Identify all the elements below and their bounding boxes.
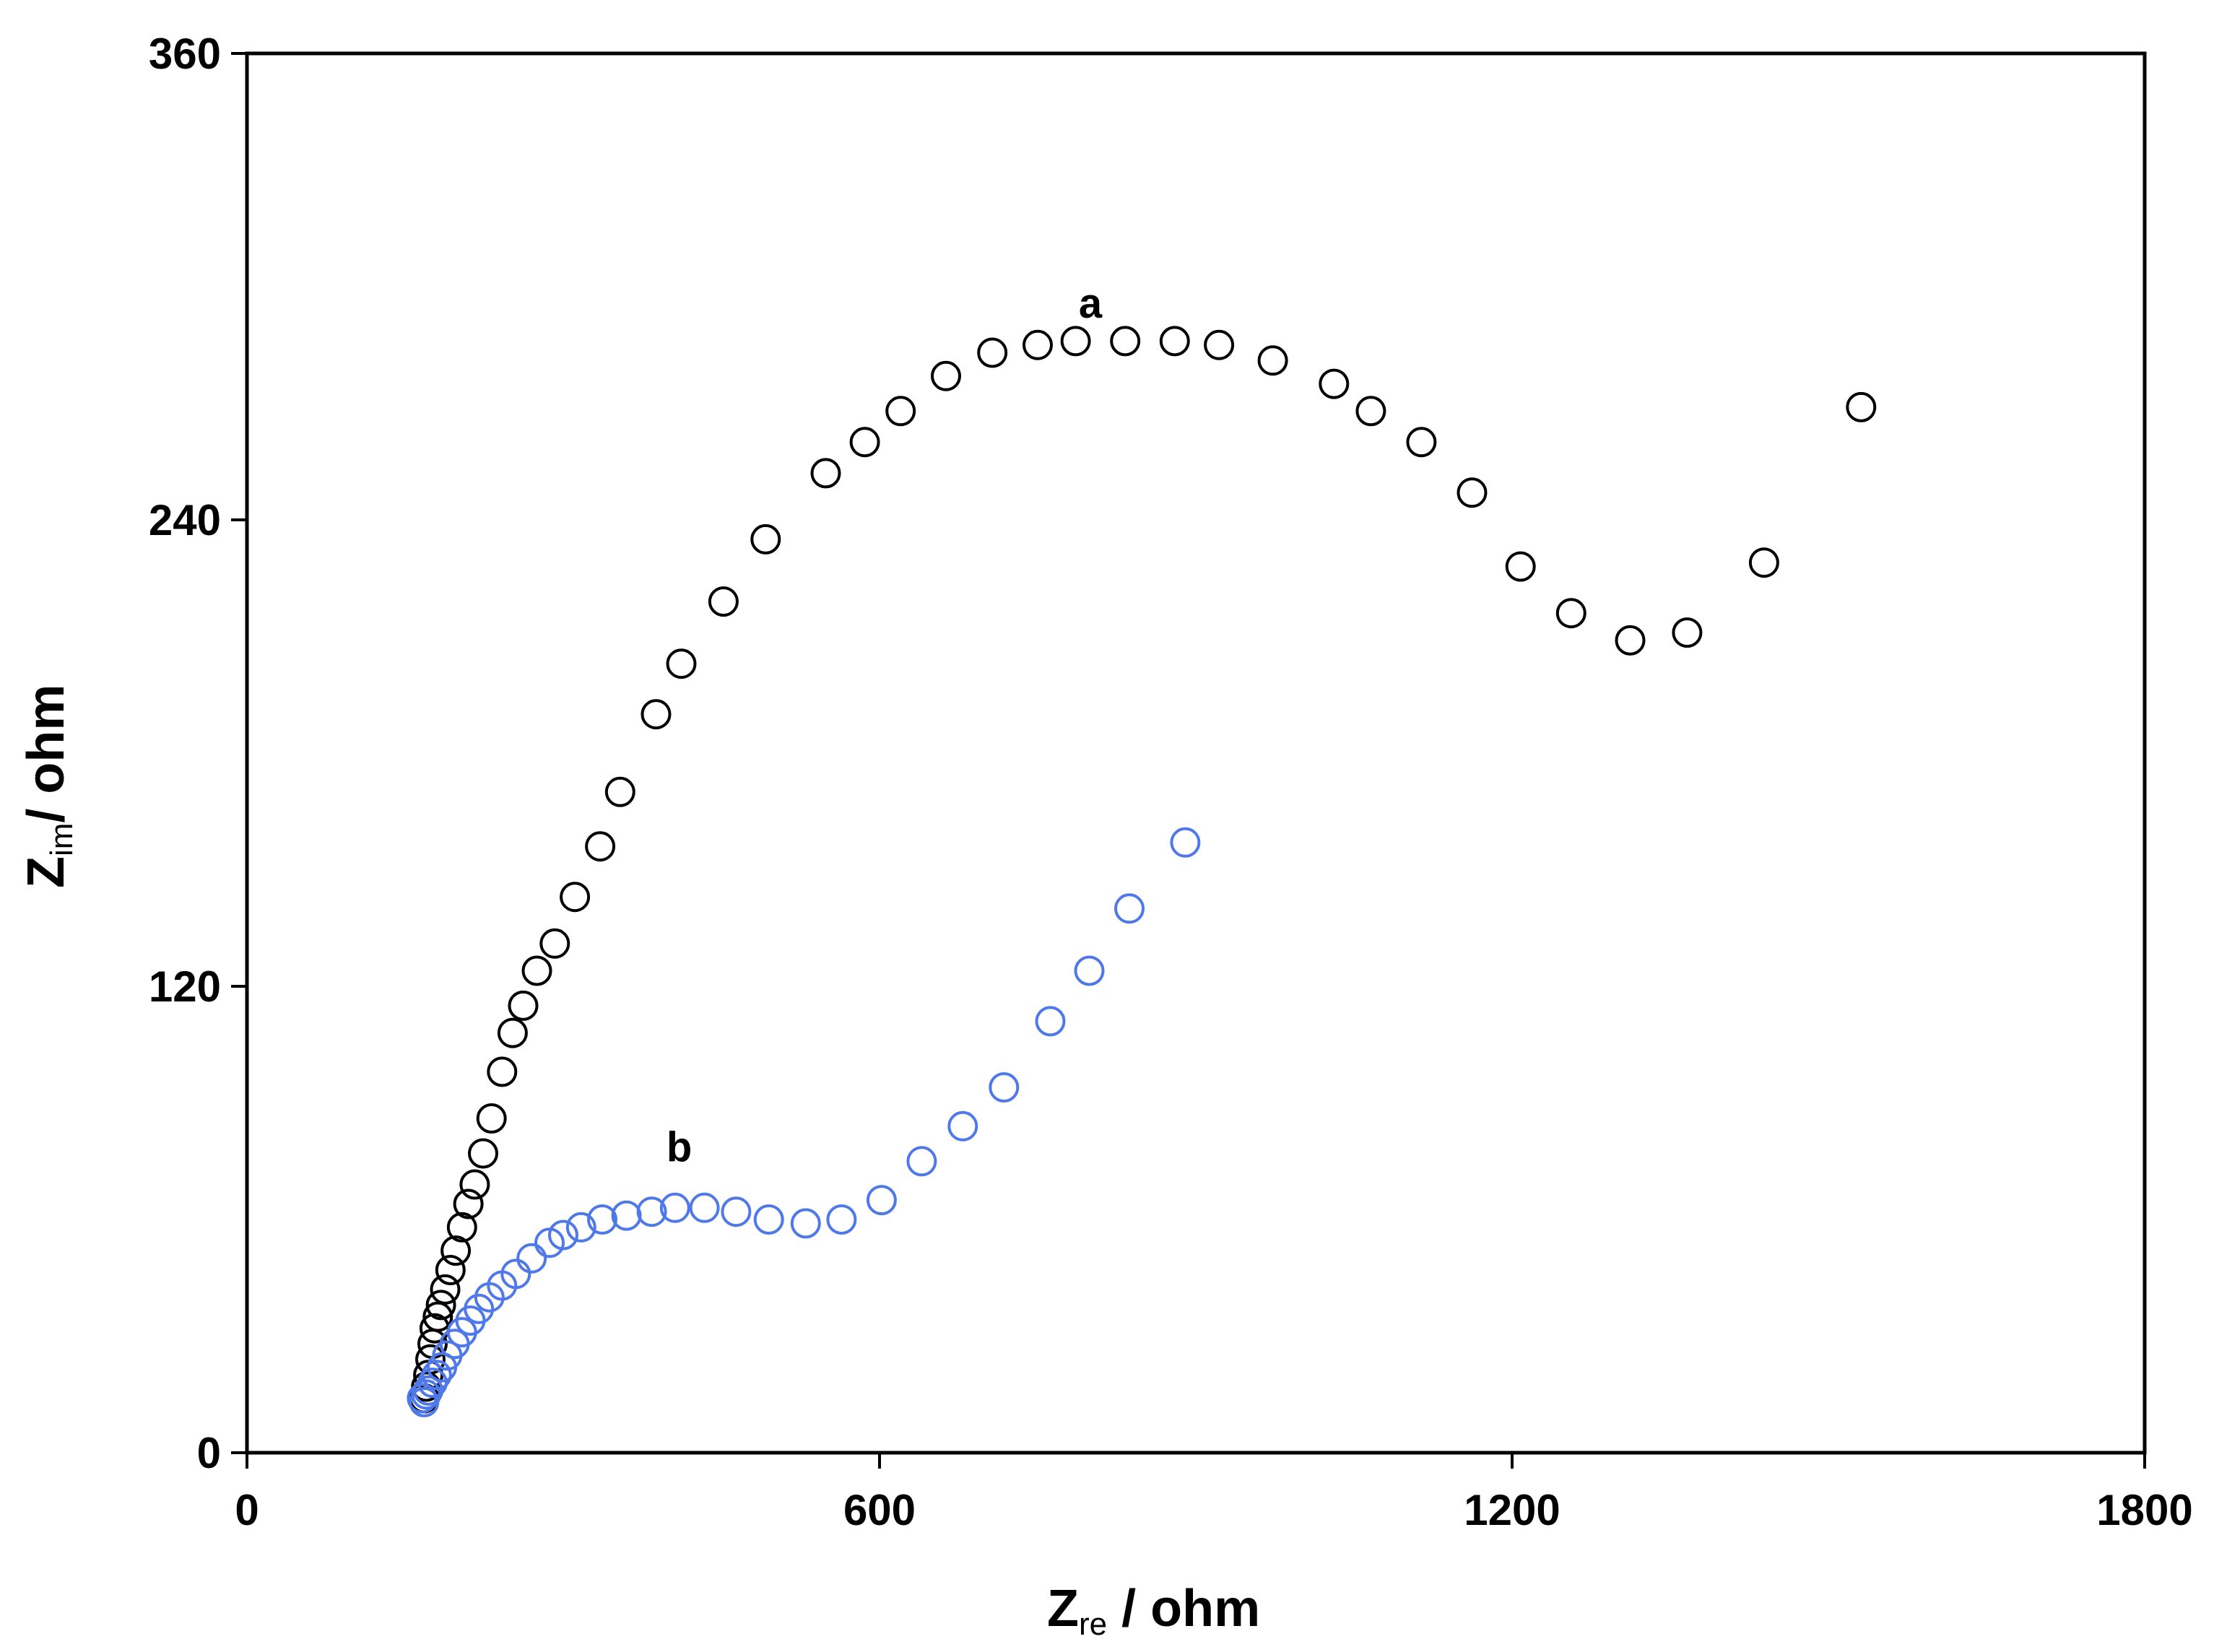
series-a-point — [641, 699, 672, 730]
y-axis-title-main: Z — [17, 856, 75, 888]
series-a-point — [977, 337, 1008, 368]
series-a-point — [435, 1255, 466, 1285]
y-axis-title-sub: im — [44, 823, 79, 856]
series-b-point — [1035, 1006, 1066, 1037]
series-a-point — [1110, 326, 1141, 357]
series-b-point — [611, 1200, 642, 1231]
series-b-point — [413, 1375, 444, 1406]
series-b-point — [464, 1293, 495, 1324]
series-labels: ab — [667, 280, 1103, 1170]
series-b-point — [1170, 827, 1201, 858]
x-tick-label: 1800 — [2096, 1486, 2192, 1534]
y-tick-label: 120 — [149, 962, 221, 1011]
y-axis-title: Zim/ ohm — [17, 684, 79, 888]
series-a-point — [539, 928, 570, 959]
series-b-point — [753, 1204, 784, 1235]
series-a-point — [1615, 625, 1646, 656]
series-a-point — [468, 1138, 498, 1169]
series-a-point — [931, 360, 961, 391]
series-a-point — [885, 396, 916, 427]
series-b-point — [659, 1192, 690, 1223]
series-a-point — [666, 648, 697, 679]
series-a-point — [810, 458, 841, 489]
series-b-point — [721, 1196, 752, 1227]
series-b-point — [636, 1196, 667, 1227]
x-axis-title: Zre / ohm — [1047, 1580, 1260, 1642]
series-a-point — [1159, 326, 1190, 357]
series-b-point — [587, 1204, 617, 1235]
series-a-point — [708, 586, 739, 617]
series-b-point — [565, 1212, 596, 1243]
x-axis-title-rest: / ohm — [1107, 1580, 1260, 1638]
y-tick-label: 240 — [149, 496, 221, 544]
series-b-point — [407, 1383, 438, 1414]
series-a-point — [1457, 477, 1488, 508]
axis-ticks: 0 600 1200 1800 0 120 240 360 — [149, 30, 2193, 1534]
series-a-point — [430, 1274, 461, 1305]
series-a-point — [487, 1056, 518, 1087]
x-tick-label: 600 — [843, 1486, 916, 1534]
series-a-point — [1355, 396, 1386, 427]
series-b-point — [790, 1208, 821, 1239]
x-tick-label: 1200 — [1464, 1486, 1560, 1534]
y-tick-label: 0 — [197, 1429, 221, 1477]
series-a-point — [1204, 329, 1235, 360]
series-b-point — [906, 1146, 937, 1177]
series-b-point — [1074, 955, 1105, 986]
series-b-point — [548, 1220, 578, 1251]
data-markers — [407, 326, 1877, 1417]
series-a-label: a — [1079, 280, 1103, 327]
series-a-point — [453, 1188, 484, 1220]
series-a-point — [1748, 547, 1779, 578]
y-axis-title-rest: / ohm — [17, 684, 75, 823]
series-a-point — [1319, 368, 1350, 399]
series-a-point — [459, 1169, 490, 1200]
series-a-point — [560, 882, 591, 913]
series-b-point — [947, 1110, 978, 1142]
series-a-point — [1257, 345, 1288, 376]
series-a-point — [497, 1017, 528, 1048]
series-b-point — [689, 1192, 720, 1223]
series-a-point — [1846, 391, 1877, 422]
series-a-point — [425, 1290, 456, 1321]
series-a-point — [1406, 427, 1437, 458]
series-a-point — [476, 1103, 507, 1134]
series-a-point — [1023, 329, 1053, 360]
series-a-point — [440, 1235, 472, 1266]
series-b-point — [1114, 893, 1145, 924]
series-a-point — [1060, 326, 1091, 357]
series-b-point — [500, 1258, 531, 1290]
series-a-point — [750, 523, 781, 555]
plot-frame — [245, 51, 2147, 1455]
series-a-point — [521, 955, 552, 986]
series-a-point — [508, 990, 539, 1021]
series-a-point — [1505, 551, 1536, 582]
series-b-point — [516, 1243, 547, 1274]
series-a-point — [446, 1212, 477, 1243]
series-a-point — [585, 831, 616, 862]
y-tick-label: 360 — [149, 30, 221, 78]
series-b-point — [826, 1204, 857, 1235]
x-axis-title-main: Z — [1047, 1580, 1079, 1638]
series-b-point — [989, 1072, 1020, 1103]
x-axis-title-sub: re — [1079, 1607, 1107, 1642]
series-b-point — [866, 1185, 897, 1216]
series-a-point — [422, 1301, 453, 1332]
series-a-point — [849, 427, 880, 458]
series-a-point — [604, 776, 635, 807]
series-b-point — [421, 1360, 452, 1391]
series-a-point — [1555, 598, 1586, 629]
series-b-label: b — [667, 1123, 692, 1170]
series-a-point — [1672, 617, 1703, 648]
x-tick-label: 0 — [235, 1486, 259, 1534]
